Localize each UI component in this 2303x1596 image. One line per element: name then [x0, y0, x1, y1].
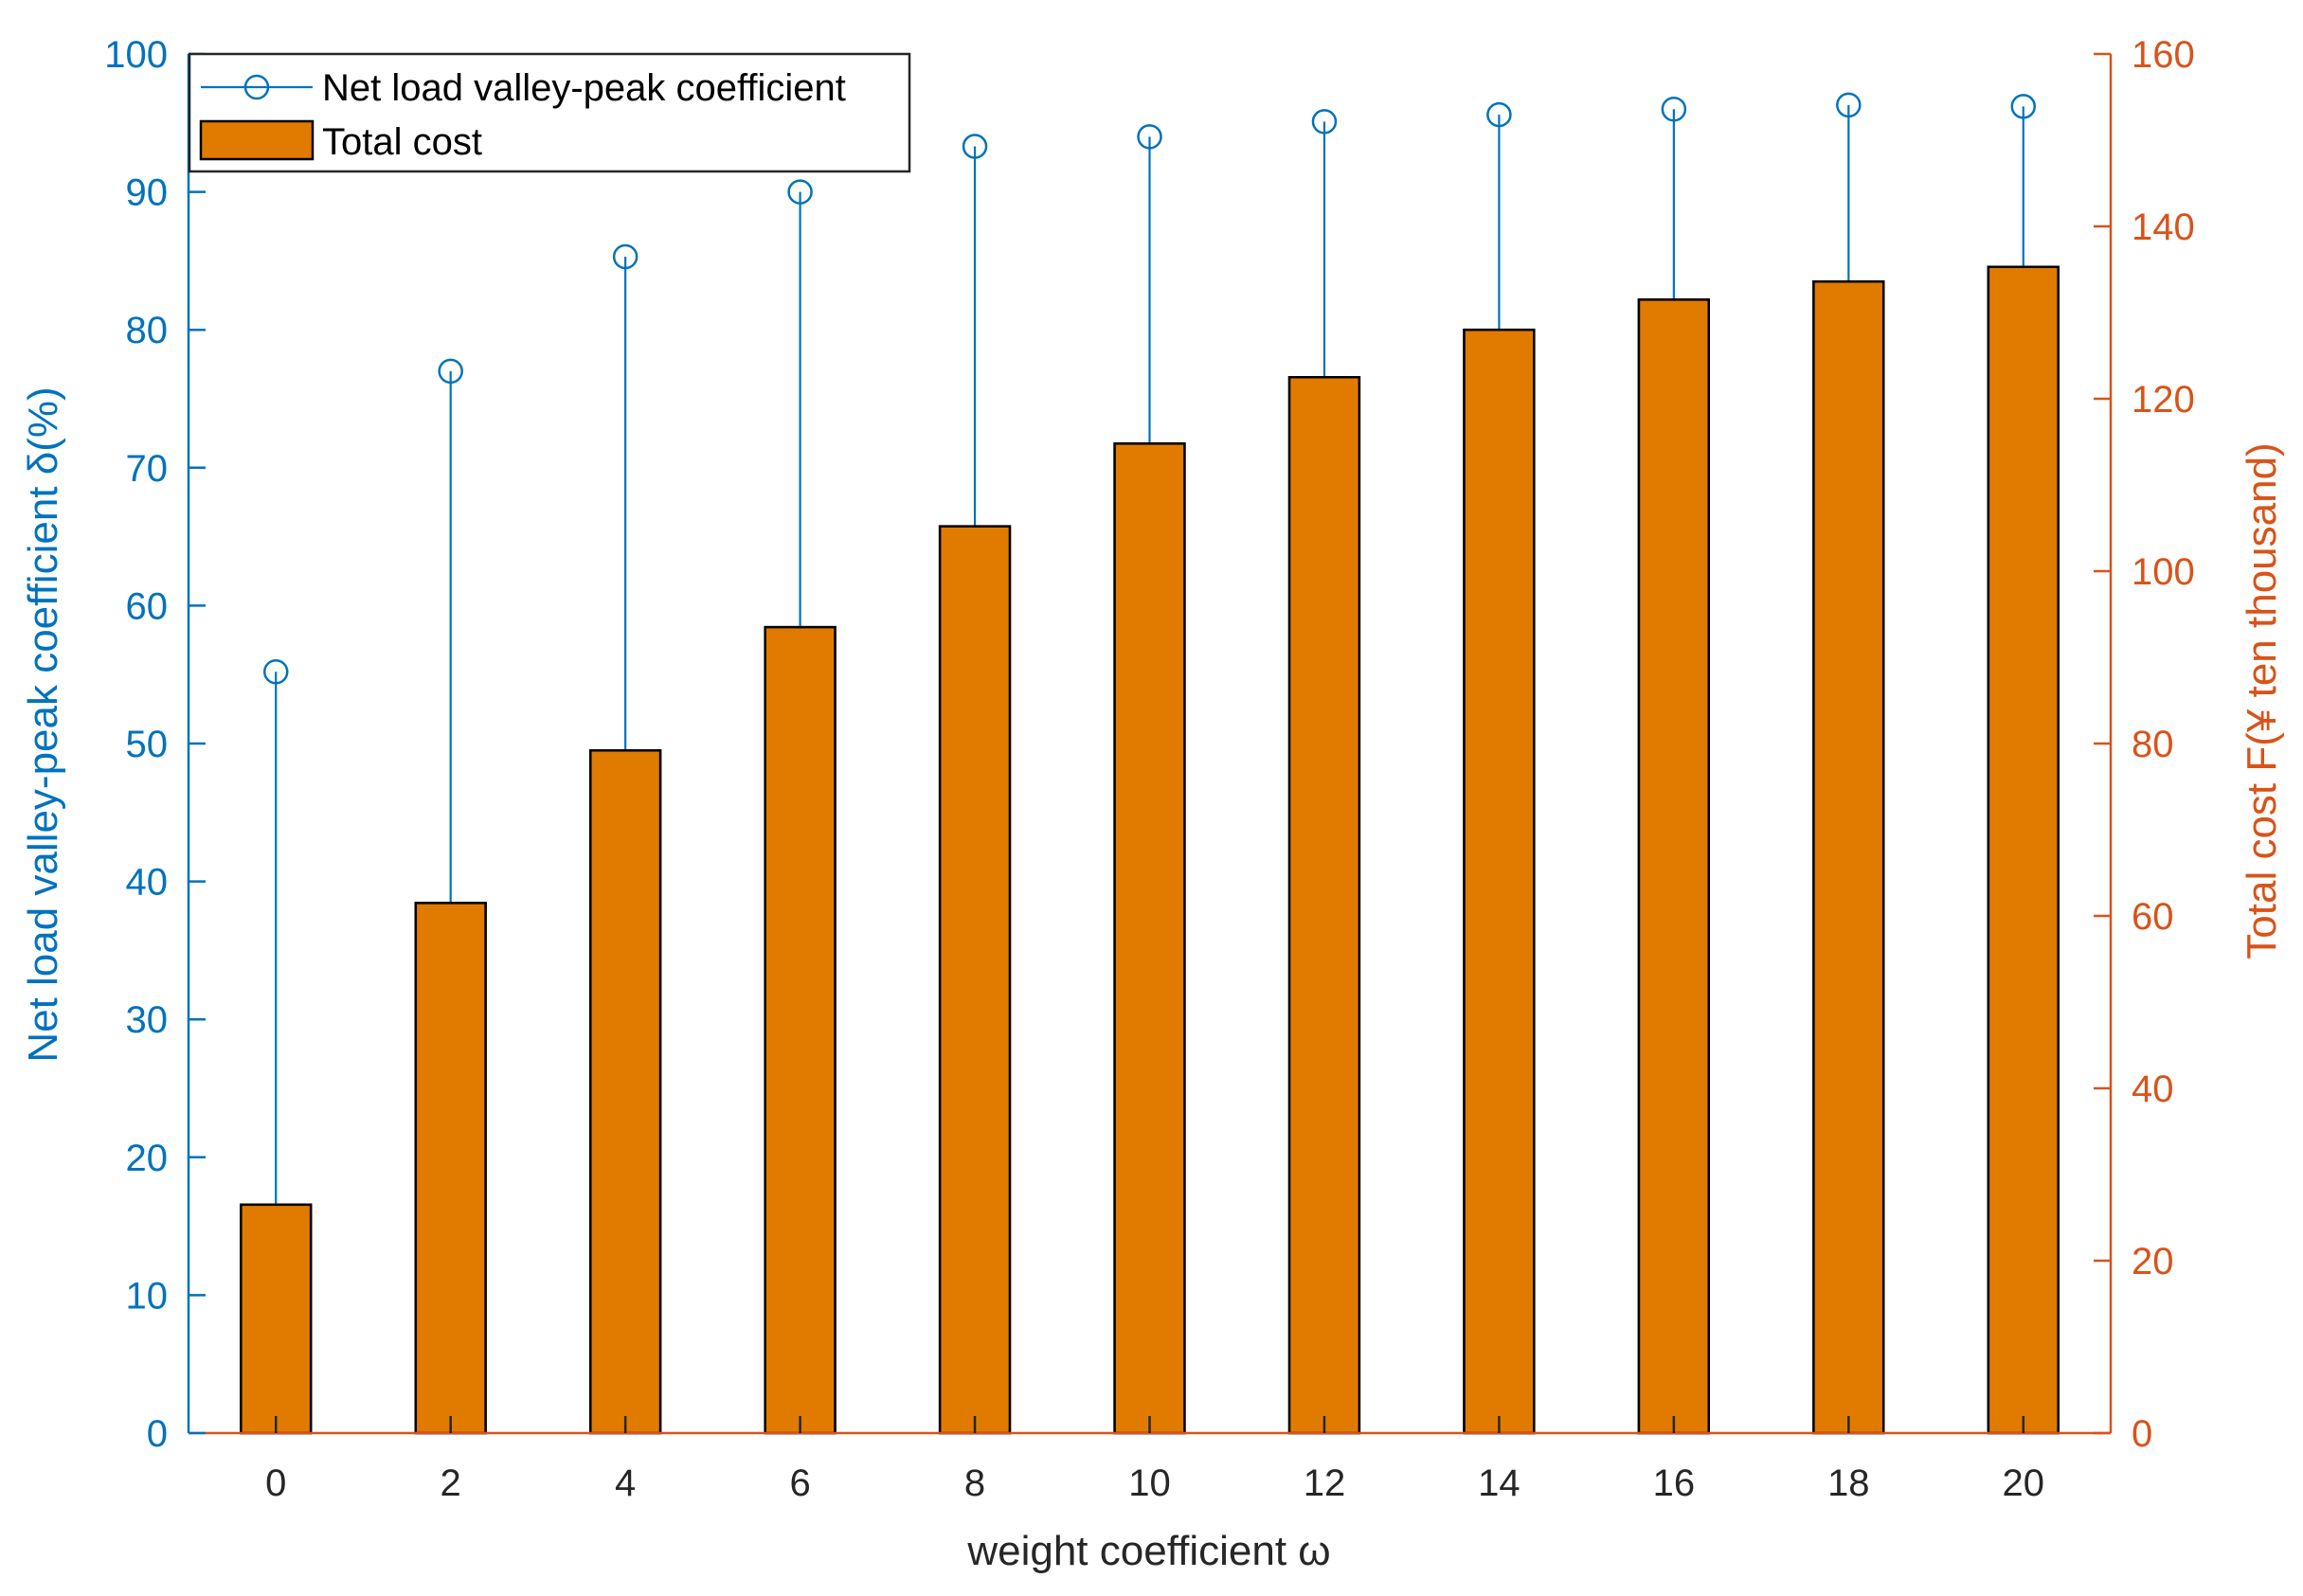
axes: 0102030405060708090100020406080100120140… — [104, 34, 2195, 1504]
stem-marker — [1137, 124, 1162, 150]
stem-marker — [438, 358, 463, 385]
y-tick-label-right: 120 — [2132, 379, 2195, 421]
x-tick-label: 14 — [1478, 1462, 1520, 1504]
x-tick-label: 2 — [441, 1462, 461, 1504]
y-tick-label-right: 20 — [2132, 1241, 2174, 1282]
y-tick-label-left: 100 — [104, 34, 168, 76]
stem-marker — [1836, 92, 1862, 118]
y-tick-label-left: 10 — [126, 1275, 169, 1317]
total-cost-bar-overlay — [938, 525, 1012, 1435]
stem-marker — [1661, 96, 1687, 122]
stem-marker — [1486, 101, 1512, 128]
x-tick-label: 0 — [265, 1462, 286, 1504]
legend-bar-swatch — [199, 119, 315, 161]
x-tick-label: 18 — [1827, 1462, 1870, 1504]
total-cost-bar-overlay — [764, 625, 837, 1435]
legend-stem-marker — [243, 74, 270, 100]
y-tick-label-left: 30 — [126, 999, 169, 1041]
y-tick-label-left: 50 — [126, 724, 169, 765]
stem-marker — [262, 659, 289, 685]
y-tick-label-left: 70 — [126, 448, 169, 490]
total-cost-bar-overlay — [1463, 328, 1536, 1435]
stem-marker — [1311, 109, 1338, 134]
stem-marker — [787, 179, 813, 205]
y-tick-label-right: 80 — [2132, 724, 2174, 765]
y-tick-label-left: 80 — [126, 310, 169, 351]
total-cost-bar-overlay — [1812, 279, 1885, 1435]
y-tick-label-right: 60 — [2132, 896, 2174, 938]
y-tick-label-right: 140 — [2132, 206, 2195, 248]
y-axis-label-left: Net load valley-peak coefficient δ(%) — [20, 386, 66, 1062]
stem-marker — [612, 243, 639, 270]
y-tick-label-left: 40 — [126, 862, 169, 904]
x-tick-label: 12 — [1304, 1462, 1346, 1504]
y-tick-label-right: 40 — [2132, 1068, 2174, 1110]
y-axis-label-right: Total cost F(¥ ten thousand) — [2239, 442, 2285, 959]
y-tick-label-right: 160 — [2132, 34, 2195, 76]
stem-marker — [2010, 94, 2037, 119]
total-cost-bar-overlay — [240, 1203, 313, 1435]
total-cost-bar-overlay — [1113, 442, 1186, 1435]
total-cost-bar-overlay — [1987, 265, 2060, 1435]
x-tick-label: 10 — [1128, 1462, 1171, 1504]
stem-marker — [962, 134, 988, 159]
legend-label-bar: Total cost — [322, 121, 482, 163]
x-tick-label: 8 — [964, 1462, 985, 1504]
y-tick-label-left: 0 — [147, 1413, 168, 1455]
plot-area — [240, 92, 2060, 1435]
x-tick-label: 20 — [2003, 1462, 2045, 1504]
total-cost-bar-overlay — [1287, 376, 1361, 1435]
y-tick-label-right: 0 — [2132, 1413, 2152, 1455]
legend-label-stem: Net load valley-peak coefficient — [322, 67, 846, 109]
x-axis-label: weight coefficient ω — [966, 1528, 1330, 1574]
total-cost-bar-overlay — [588, 749, 662, 1435]
y-tick-label-left: 20 — [126, 1138, 169, 1179]
total-cost-bar-overlay — [414, 902, 487, 1435]
y-tick-label-left: 60 — [126, 585, 169, 627]
x-tick-label: 16 — [1653, 1462, 1696, 1504]
x-tick-label: 6 — [789, 1462, 810, 1504]
total-cost-bar-overlay — [1637, 298, 1711, 1435]
legend: Net load valley-peak coefficient Total co… — [188, 52, 911, 173]
y-tick-label-left: 90 — [126, 172, 169, 214]
x-tick-label: 4 — [615, 1462, 636, 1504]
y-tick-label-right: 100 — [2132, 551, 2195, 593]
